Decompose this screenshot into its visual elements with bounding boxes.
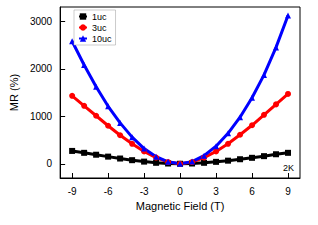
svg-text:10uc: 10uc bbox=[92, 34, 112, 44]
svg-text:-6: -6 bbox=[104, 186, 113, 197]
svg-text:3: 3 bbox=[213, 186, 219, 197]
svg-text:2000: 2000 bbox=[30, 63, 53, 74]
svg-text:1000: 1000 bbox=[30, 111, 53, 122]
svg-text:3000: 3000 bbox=[30, 16, 53, 27]
svg-text:Magnetic Field (T): Magnetic Field (T) bbox=[136, 200, 225, 212]
svg-text:1uc: 1uc bbox=[92, 12, 107, 22]
svg-text:3uc: 3uc bbox=[92, 23, 107, 33]
svg-text:MR (%): MR (%) bbox=[8, 74, 20, 111]
svg-text:0: 0 bbox=[47, 158, 53, 169]
svg-text:9: 9 bbox=[285, 186, 291, 197]
svg-text:-9: -9 bbox=[68, 186, 77, 197]
svg-text:-3: -3 bbox=[140, 186, 149, 197]
svg-text:0: 0 bbox=[177, 186, 183, 197]
svg-text:6: 6 bbox=[249, 186, 255, 197]
svg-text:2K: 2K bbox=[283, 163, 294, 173]
